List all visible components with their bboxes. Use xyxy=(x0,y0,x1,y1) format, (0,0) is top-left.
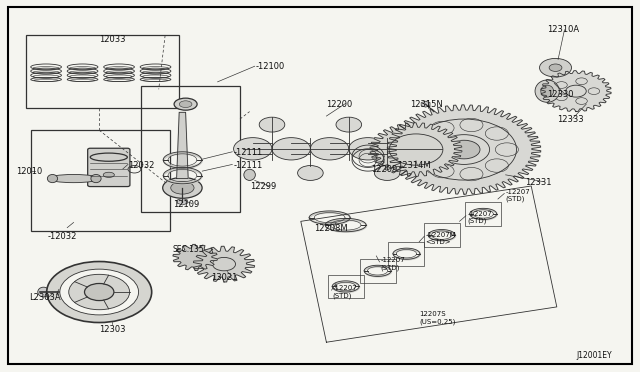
Circle shape xyxy=(540,58,572,77)
Text: L2303A: L2303A xyxy=(29,293,60,302)
Circle shape xyxy=(556,82,567,89)
Bar xyxy=(424,223,460,247)
Circle shape xyxy=(84,283,114,301)
Circle shape xyxy=(431,121,454,135)
Text: -12207M
<STD>: -12207M <STD> xyxy=(426,232,456,244)
Text: -12111: -12111 xyxy=(234,148,263,157)
Ellipse shape xyxy=(103,172,115,177)
Text: 12330: 12330 xyxy=(547,90,573,99)
Circle shape xyxy=(47,262,152,323)
Ellipse shape xyxy=(244,169,255,180)
Polygon shape xyxy=(177,112,188,179)
Text: -12111: -12111 xyxy=(234,161,263,170)
Text: 12032: 12032 xyxy=(128,161,154,170)
Polygon shape xyxy=(173,244,218,270)
Circle shape xyxy=(259,117,285,132)
Circle shape xyxy=(298,166,323,180)
Circle shape xyxy=(68,274,130,310)
Text: 12331: 12331 xyxy=(525,178,551,187)
Ellipse shape xyxy=(541,85,554,97)
Circle shape xyxy=(556,94,567,100)
Text: 13021: 13021 xyxy=(211,273,237,282)
Bar xyxy=(388,242,424,266)
Bar xyxy=(141,86,240,212)
Circle shape xyxy=(374,166,400,180)
Bar xyxy=(31,130,170,231)
Text: -12207
(STD): -12207 (STD) xyxy=(333,285,358,299)
Circle shape xyxy=(234,138,272,160)
Polygon shape xyxy=(193,246,255,282)
Circle shape xyxy=(485,159,508,172)
Circle shape xyxy=(310,138,349,160)
Text: 12299: 12299 xyxy=(250,182,276,190)
Circle shape xyxy=(576,98,588,105)
Ellipse shape xyxy=(47,174,58,183)
Text: 12310A: 12310A xyxy=(547,25,579,34)
Circle shape xyxy=(566,85,586,97)
Ellipse shape xyxy=(90,153,127,161)
Text: -12207
(STD): -12207 (STD) xyxy=(381,257,406,271)
FancyBboxPatch shape xyxy=(88,148,130,187)
Circle shape xyxy=(448,140,480,159)
Ellipse shape xyxy=(38,287,49,297)
Circle shape xyxy=(495,143,518,156)
Circle shape xyxy=(460,118,483,132)
Text: SEC.135: SEC.135 xyxy=(173,245,204,254)
Ellipse shape xyxy=(174,98,197,110)
Circle shape xyxy=(576,78,588,84)
Text: J12001EY: J12001EY xyxy=(576,351,612,360)
Ellipse shape xyxy=(535,80,559,102)
Circle shape xyxy=(412,134,435,148)
Ellipse shape xyxy=(179,101,192,108)
Text: -12207
(STD): -12207 (STD) xyxy=(467,211,492,224)
Text: 12314M: 12314M xyxy=(397,161,431,170)
Bar xyxy=(465,202,501,226)
Text: 12207S
(US=0.25): 12207S (US=0.25) xyxy=(419,311,456,325)
Circle shape xyxy=(336,117,362,132)
Circle shape xyxy=(212,257,236,271)
Text: -12032: -12032 xyxy=(48,232,77,241)
Circle shape xyxy=(349,138,387,160)
Text: 12200: 12200 xyxy=(326,100,353,109)
Text: 12303: 12303 xyxy=(99,325,125,334)
Text: -12207
(STD): -12207 (STD) xyxy=(506,189,531,202)
Text: 12315N: 12315N xyxy=(410,100,442,109)
Text: 12033: 12033 xyxy=(99,35,125,44)
Circle shape xyxy=(588,88,600,94)
Text: 12109: 12109 xyxy=(173,200,199,209)
Ellipse shape xyxy=(91,174,101,183)
Circle shape xyxy=(389,134,443,165)
Text: 12209: 12209 xyxy=(371,165,397,174)
Text: 12208M: 12208M xyxy=(314,224,348,233)
Bar xyxy=(328,275,364,298)
Bar xyxy=(360,259,396,283)
Circle shape xyxy=(549,64,562,71)
Circle shape xyxy=(485,127,508,140)
Text: -12100: -12100 xyxy=(256,62,285,71)
Circle shape xyxy=(438,135,490,164)
Circle shape xyxy=(460,167,483,181)
Circle shape xyxy=(272,138,310,160)
Circle shape xyxy=(387,138,426,160)
Polygon shape xyxy=(541,71,611,112)
Circle shape xyxy=(412,151,435,165)
Bar xyxy=(26,35,179,108)
Polygon shape xyxy=(387,105,541,194)
Ellipse shape xyxy=(171,182,194,194)
Text: 12333: 12333 xyxy=(557,115,584,124)
Text: 12010: 12010 xyxy=(16,167,42,176)
Ellipse shape xyxy=(48,174,99,183)
Ellipse shape xyxy=(163,177,202,198)
Circle shape xyxy=(431,164,454,178)
Circle shape xyxy=(60,269,139,315)
Polygon shape xyxy=(370,123,462,176)
